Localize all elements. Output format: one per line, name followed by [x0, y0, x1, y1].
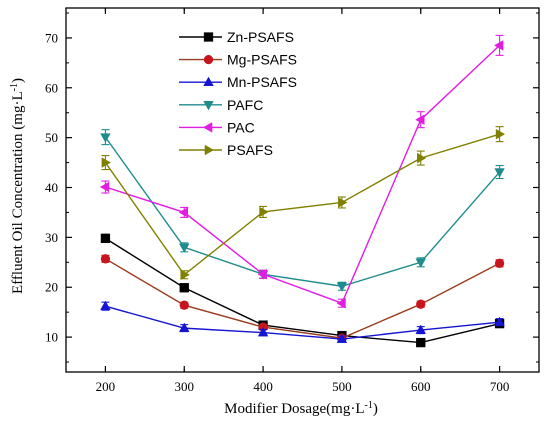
plot-border: [65, 7, 540, 373]
legend-marker: [203, 54, 214, 65]
legend-item-pac: PAC: [179, 119, 255, 135]
data-point: [336, 297, 346, 309]
legend-marker: [203, 101, 214, 111]
y-axis-title: Effluent Oil Concentration (mg·L-1): [9, 78, 27, 294]
data-point: [178, 322, 190, 332]
y-tick-label: 10: [45, 330, 58, 345]
y-tick-label: 60: [45, 80, 58, 95]
x-tick-label: 600: [411, 379, 431, 394]
legend-item-mn-psafs: Mn-PSAFS: [179, 74, 297, 90]
legend-label: PSAFS: [227, 142, 273, 158]
y-tick-label: 50: [45, 130, 58, 145]
y-tick-label: 70: [45, 30, 58, 45]
y-tick-label: 40: [45, 180, 58, 195]
legend-item-pafc: PAFC: [179, 97, 263, 113]
series-line: [104, 136, 501, 287]
legend-item-mg-psafs: Mg-PSAFS: [179, 52, 297, 68]
data-point: [100, 300, 111, 310]
data-point: [178, 207, 189, 218]
data-point: [416, 152, 427, 164]
legend: Zn-PSAFS Mg-PSAFS Mn-PSAFS PAFC PAC PSAFS: [179, 29, 297, 158]
data-point: [415, 324, 427, 334]
axis-ticks: 200 300 400 500 600 700 10 20 30 40 50 60 70: [45, 8, 539, 394]
data-point: [415, 114, 425, 125]
series-line: [105, 237, 500, 344]
data-point: [257, 269, 267, 280]
series-mn-psafs: [100, 300, 505, 343]
legend-marker: [204, 144, 215, 156]
data-point: [416, 337, 426, 348]
series-zn-psafs: [100, 233, 505, 348]
plot-frame: [65, 7, 540, 373]
data-point: [336, 333, 348, 343]
x-tick-label: 500: [332, 379, 352, 394]
series-mg-psafs: [100, 254, 505, 343]
data-point: [259, 206, 269, 218]
data-point: [180, 269, 190, 281]
series-line: [105, 305, 500, 340]
x-tick-label: 700: [490, 379, 510, 394]
legend-label: PAC: [227, 119, 255, 135]
legend-item-zn-psafs: Zn-PSAFS: [179, 29, 294, 45]
data-point: [179, 300, 189, 310]
legend-marker: [202, 122, 213, 133]
y-tick-label: 20: [45, 280, 58, 295]
x-tick-label: 200: [96, 379, 116, 394]
x-tick-label: 300: [175, 379, 195, 394]
data-point: [101, 157, 111, 168]
data-point: [415, 258, 427, 268]
data-point: [494, 258, 505, 268]
series-pac: [99, 34, 504, 309]
data-point: [99, 181, 110, 193]
data-point: [416, 299, 426, 309]
data-point: [257, 327, 269, 337]
legend-label: Mg-PSAFS: [227, 52, 297, 68]
data-point: [178, 243, 190, 253]
series-psafs: [101, 126, 506, 281]
data-point: [494, 316, 505, 326]
data-point: [494, 40, 504, 51]
series-layer: [99, 34, 506, 348]
legend-label: Mn-PSAFS: [227, 74, 297, 90]
data-point: [338, 197, 348, 208]
y-tick-label: 30: [45, 230, 58, 245]
data-point: [494, 168, 505, 178]
series-line: [105, 44, 501, 305]
legend-label: Zn-PSAFS: [227, 29, 294, 45]
legend-item-psafs: PSAFS: [179, 142, 273, 158]
series-pafc: [100, 129, 505, 292]
series-line: [104, 133, 500, 276]
data-point: [100, 133, 111, 143]
x-tick-label: 400: [253, 379, 273, 394]
legend-marker: [203, 32, 214, 42]
data-point: [179, 283, 189, 293]
data-point: [336, 282, 348, 292]
data-point: [495, 128, 506, 140]
data-point: [100, 233, 111, 244]
data-point: [100, 254, 111, 264]
legend-label: PAFC: [227, 97, 263, 113]
series-line: [105, 258, 500, 339]
x-axis-title: Modifier Dosage(mg·L-1): [224, 400, 378, 418]
legend-marker: [203, 76, 214, 86]
